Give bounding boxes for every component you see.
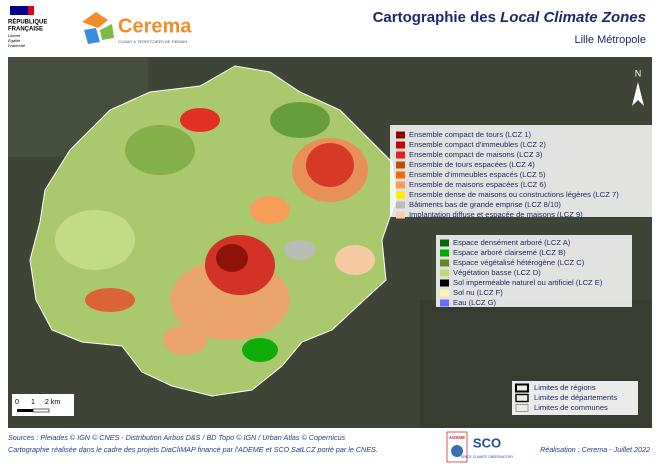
title: Cartographie des Local Climate Zones (373, 9, 646, 26)
scale-box (12, 394, 74, 416)
legend-label: Ensemble de maisons espacées (LCZ 6) (409, 180, 547, 189)
legend-swatch (440, 249, 449, 257)
credits: Cartographie réalisée dans le cadre des … (8, 445, 378, 454)
legend-label: Eau (LCZ G) (453, 298, 497, 307)
cerema-logo-mark (82, 12, 114, 44)
legend-limit-swatch (515, 393, 529, 403)
legend-label: Ensemble de tours espacées (LCZ 4) (409, 160, 535, 169)
legend-swatch (396, 181, 405, 189)
title-emphasis: Local Climate Zones (500, 9, 646, 26)
subtitle: Lille Métropole (574, 34, 646, 46)
sco-tagline: SPACE CLIMATE OBSERVATORY (461, 455, 514, 459)
motto-line: Égalité (8, 38, 21, 43)
legend-swatch (396, 161, 405, 169)
header: RÉPUBLIQUE FRANÇAISE Liberté Égalité Fra… (8, 6, 646, 48)
sco-logo: SCO (473, 435, 501, 450)
brand: Cerema (118, 15, 192, 37)
legend-swatch (396, 191, 405, 199)
brand-tagline: CLIMAT & TERRITOIRES DE DEMAIN (118, 39, 187, 44)
legend-label: Sol nu (LCZ F) (453, 288, 503, 297)
legend-label: Espace densément arboré (LCZ A) (453, 238, 571, 247)
legend: Ensemble compact de tours (LCZ 1)Ensembl… (396, 130, 619, 412)
sources: Sources : Pleiades © IGN © CNES - Distri… (8, 433, 346, 442)
legend-swatch (396, 211, 405, 219)
legend-swatch (440, 239, 449, 247)
legend-swatch (396, 131, 405, 139)
legend-swatch (440, 279, 449, 287)
legend-label: Limites de communes (534, 403, 608, 412)
legend-limit-swatch (515, 383, 529, 393)
north-label: N (635, 68, 642, 78)
legend-limit-swatch (515, 404, 529, 412)
footer: Sources : Pleiades © IGN © CNES - Distri… (8, 431, 650, 463)
legend-swatch (440, 289, 449, 297)
lcz-patches (55, 102, 375, 362)
legend-box (390, 125, 652, 217)
legend-swatch (396, 171, 405, 179)
ademe-mark (451, 445, 463, 457)
scale-bar: 0 1 2 km (12, 394, 74, 416)
scale-label: 0 (15, 399, 19, 406)
legend-label: Ensemble d'immeubles espacés (LCZ 5) (409, 170, 546, 179)
flag-mark (10, 6, 28, 15)
legend-swatch (440, 259, 449, 267)
legend-box (512, 381, 638, 415)
legend-label: Implantation diffuse et espacée de maiso… (409, 210, 583, 219)
scale-label: 1 (31, 399, 35, 406)
legend-label: Limites de départements (534, 393, 617, 402)
flag-mark (28, 6, 34, 15)
motto-line: Fraternité (8, 43, 26, 48)
legend-box (436, 235, 632, 307)
republique-line: FRANÇAISE (8, 27, 43, 33)
motto-line: Liberté (8, 33, 21, 38)
legend-label: Ensemble compact d'immeubles (LCZ 2) (409, 140, 546, 149)
legend-swatch (440, 269, 449, 277)
scale-segment (17, 409, 33, 412)
legend-label: Bâtiments bas de grande emprise (LCZ 8/1… (409, 200, 561, 209)
legend-label: Espace arboré clairsemé (LCZ B) (453, 248, 566, 257)
legend-label: Limites de régions (534, 383, 596, 392)
realisation: Réalisation : Cerema - Juillet 2022 (540, 445, 650, 454)
title-prefix: Cartographie des (373, 9, 501, 26)
legend-label: Ensemble compact de maisons (LCZ 3) (409, 150, 543, 159)
legend-label: Ensemble dense de maisons ou constructio… (409, 190, 619, 199)
legend-swatch (396, 151, 405, 159)
legend-swatch (396, 141, 405, 149)
legend-swatch (396, 201, 405, 209)
legend-label: Sol imperméable naturel ou artificiel (L… (453, 278, 603, 287)
legend-swatch (440, 299, 449, 307)
legend-label: Espace végétalisé hétérogène (LCZ C) (453, 258, 585, 267)
scale-label: 2 km (45, 399, 60, 406)
scale-segment (32, 408, 50, 413)
north-arrow: N (632, 68, 644, 106)
ademe-label: ADEME (449, 435, 465, 440)
map: N Ensemble compact de tours (LCZ 1)Ensem… (8, 57, 652, 428)
legend-label: Végétation basse (LCZ D) (453, 268, 541, 277)
republique-line: RÉPUBLIQUE (8, 18, 47, 26)
legend-label: Ensemble compact de tours (LCZ 1) (409, 130, 531, 139)
